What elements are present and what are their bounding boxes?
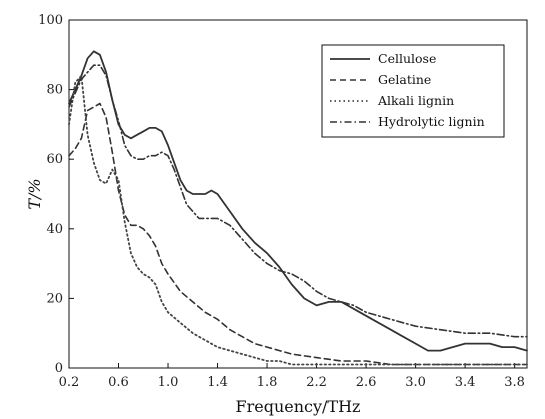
series-line-gelatine <box>68 102 528 366</box>
series-layer <box>68 50 528 366</box>
y-axis-title: T/% <box>25 178 44 209</box>
y-tick-label: 40 <box>46 222 63 237</box>
x-tick-label: 1.0 <box>158 375 179 390</box>
x-tick-label: 3.8 <box>504 375 525 390</box>
legend: Cellulose Gelatine Alkali lignin Hydroly… <box>321 44 505 138</box>
legend-box <box>321 44 505 138</box>
x-tick-label: 0.2 <box>59 375 80 390</box>
y-tick-label: 80 <box>46 83 63 98</box>
x-tick-label: 3.0 <box>405 375 426 390</box>
y-tick-label: 60 <box>46 152 63 167</box>
y-tick-label: 20 <box>46 291 63 306</box>
x-tick-label: 1.4 <box>207 375 228 390</box>
y-tick-label: 100 <box>38 13 63 28</box>
axis-ticks: 0.2 0.6 1.0 1.4 1.8 2.2 2.6 3.0 3.4 3.8 0 20 40 60 80 1… <box>38 13 525 390</box>
legend-label-alkali-lignin: Alkali lignin <box>377 93 454 108</box>
x-tick-label: 0.6 <box>108 375 129 390</box>
series-line-hydrolytic-lignin <box>68 64 528 338</box>
legend-label-hydrolytic-lignin: Hydrolytic lignin <box>378 114 485 129</box>
x-axis-title: Frequency/THz <box>236 397 361 416</box>
x-tick-label: 2.6 <box>356 375 377 390</box>
legend-label-gelatine: Gelatine <box>378 72 431 87</box>
x-tick-label: 2.2 <box>306 375 327 390</box>
legend-label-cellulose: Cellulose <box>378 51 436 66</box>
x-tick-label: 1.8 <box>257 375 278 390</box>
series-line-alkali-lignin <box>68 74 528 366</box>
plot-frame <box>68 19 528 369</box>
y-tick-label: 0 <box>55 361 63 376</box>
x-tick-label: 3.4 <box>455 375 476 390</box>
